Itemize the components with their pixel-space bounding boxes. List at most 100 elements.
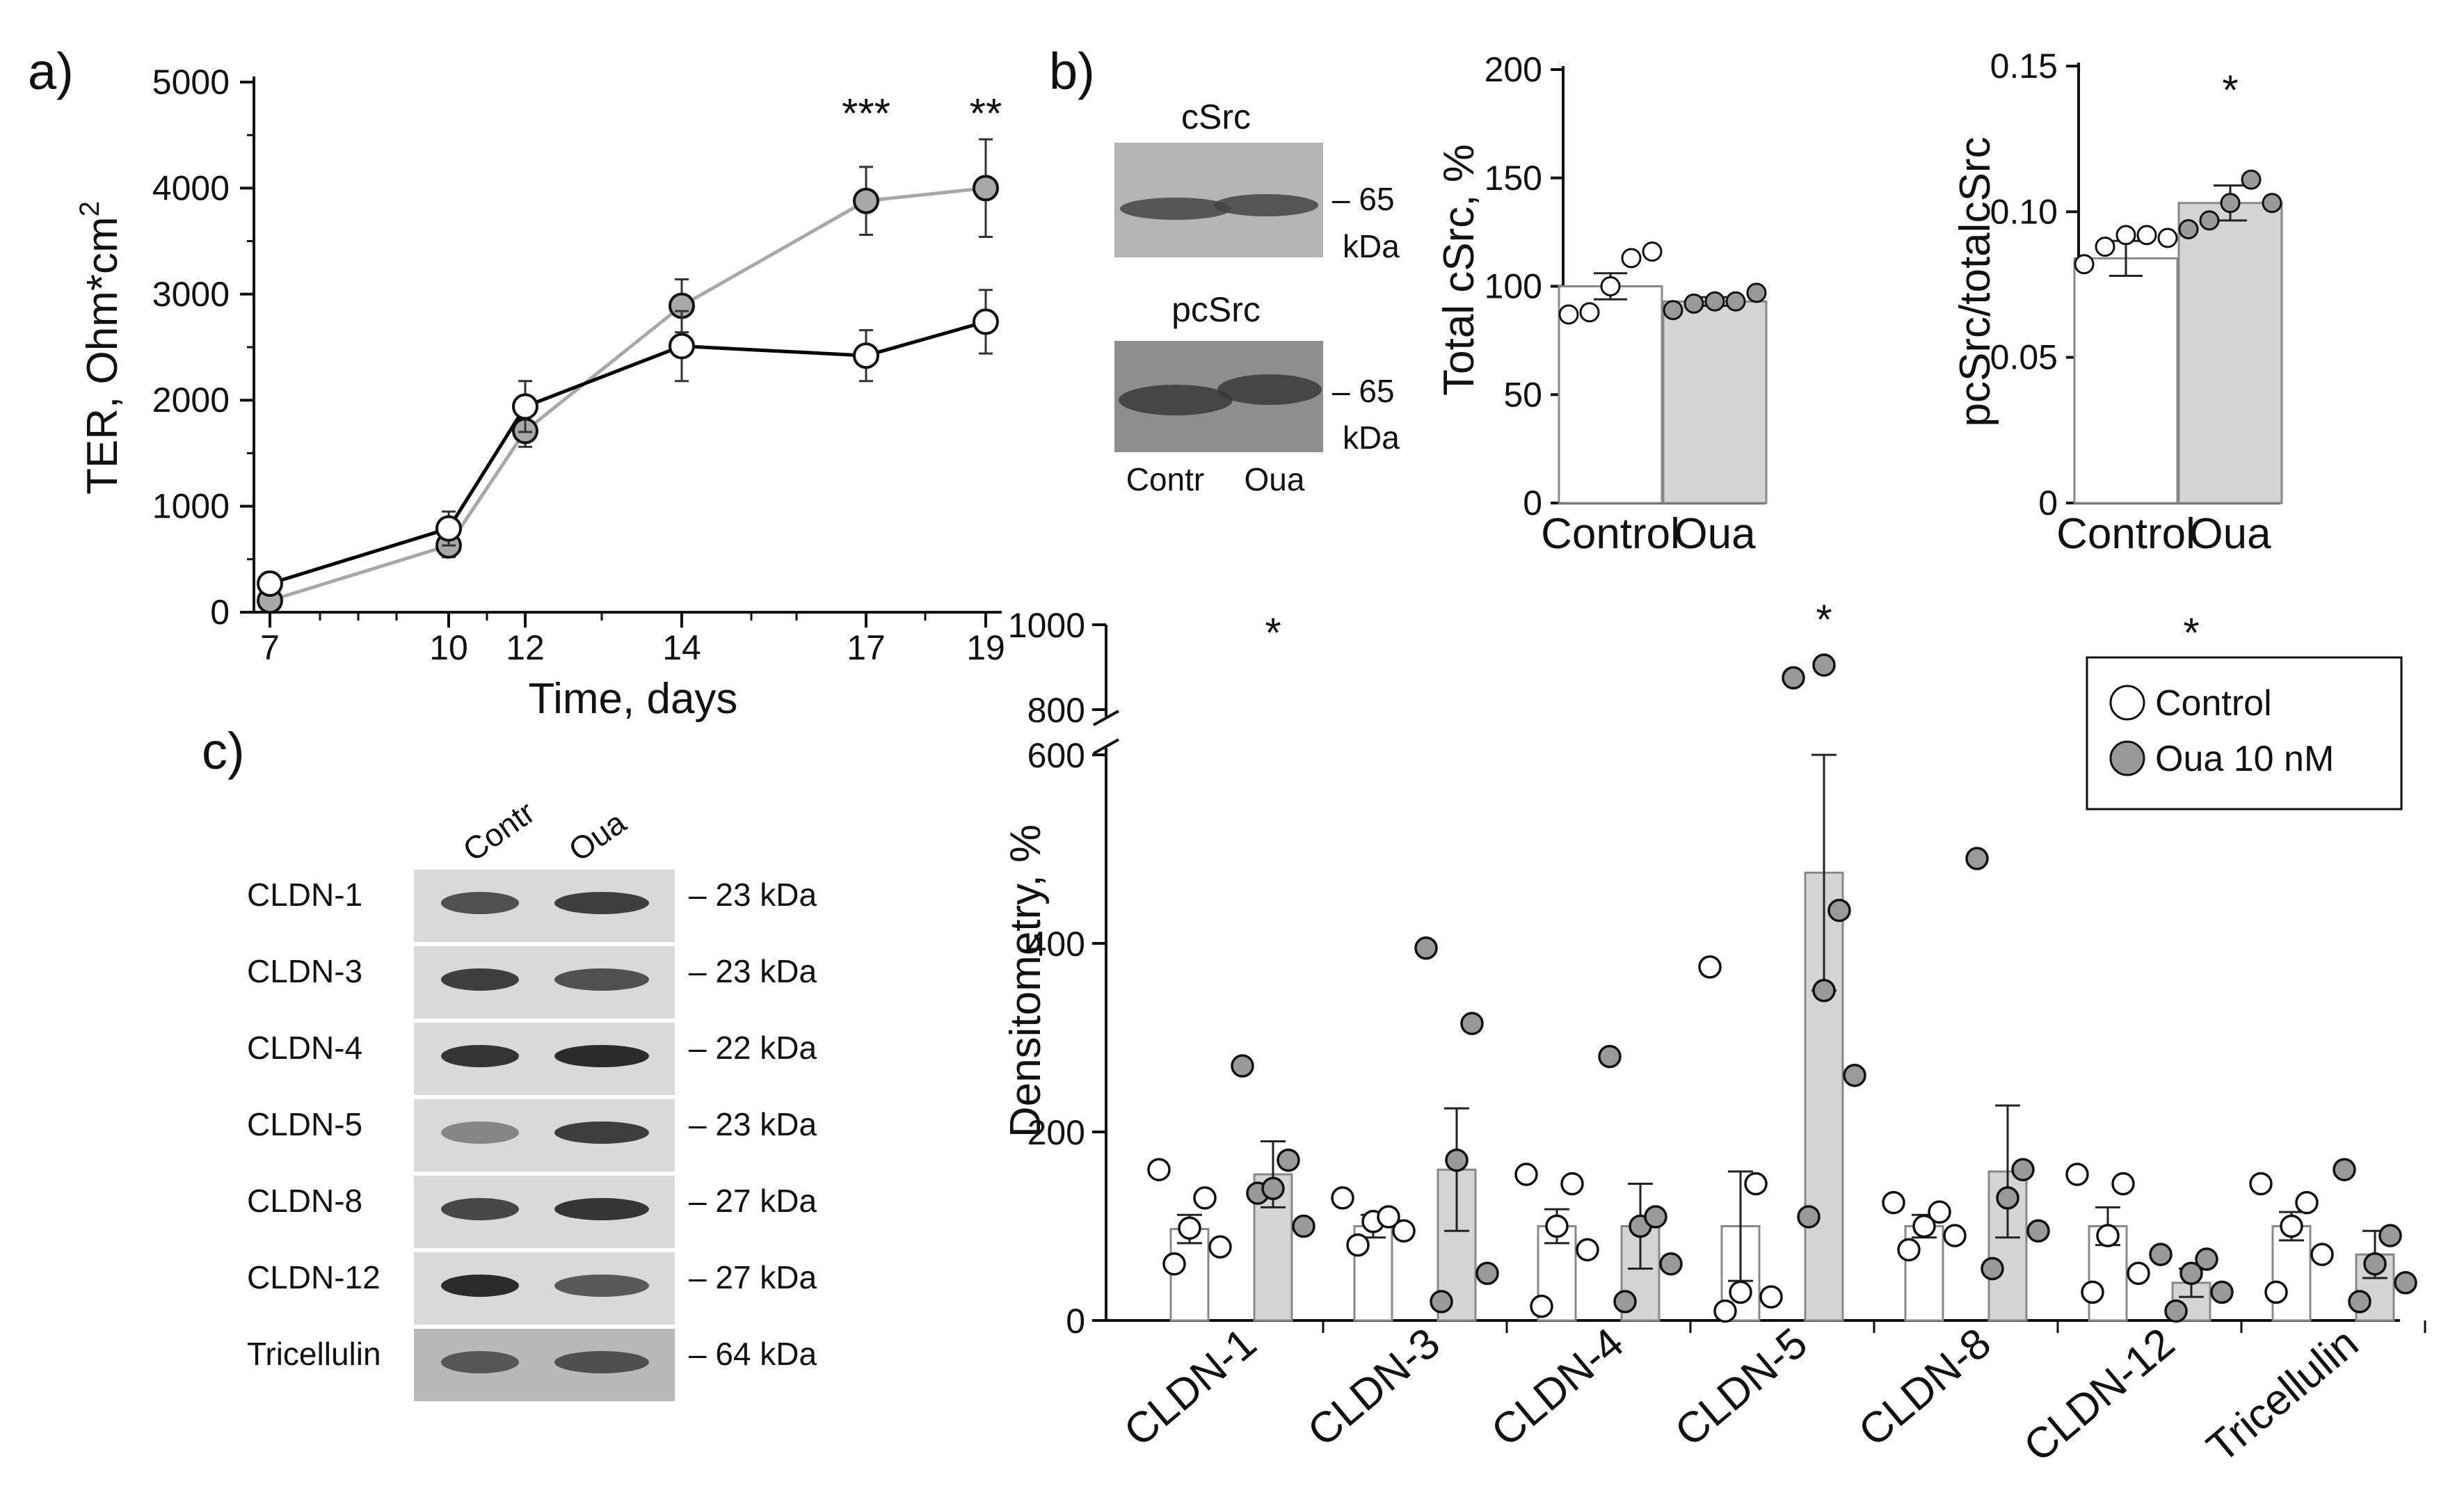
blot-c-row-kda: – 27 kDa (689, 1183, 817, 1219)
pcsrc-ratio-x-tick-label: Oua (2189, 510, 2271, 558)
blot-c-row-label: CLDN-8 (247, 1183, 362, 1219)
pcsrc-ratio-bar-oua (2177, 202, 2283, 504)
densitometry-point-control (1928, 1200, 1951, 1224)
blot-c-band-oua (554, 1351, 649, 1373)
pcsrc-ratio-bar-control (2073, 257, 2179, 504)
densitometry-point-control (2111, 1172, 2135, 1196)
densitometry-point-oua (2378, 1224, 2402, 1247)
blot-c-row-label: CLDN-1 (247, 877, 362, 913)
total-csrc-point-control (1558, 304, 1579, 325)
total-csrc-point-oua (1683, 293, 1704, 314)
total-csrc-y-tick-label: 100 (1485, 267, 1542, 306)
blot-c-band-oua (554, 1275, 649, 1297)
csrc-band-oua (1214, 194, 1318, 216)
blot-c-band-oua (554, 1198, 649, 1220)
ter-y-tick-label: 0 (210, 593, 230, 632)
blot-c-band-oua (554, 892, 649, 914)
densitometry-y-tick-label: 200 (1027, 1113, 1085, 1152)
densitometry-y-tick-label: 1000 (1008, 606, 1085, 645)
densitometry-point-control (1147, 1158, 1171, 1181)
ter-significance-label: *** (842, 90, 890, 137)
ter-x-tick-label: 19 (966, 628, 1005, 667)
ter-series-line-control (269, 320, 986, 586)
csrc-marker-label: – 65 (1332, 181, 1395, 217)
blot-c-band-contr (441, 1351, 519, 1373)
total-csrc-y-tick-label: 0 (1523, 484, 1542, 522)
densitometry-point-control (1208, 1235, 1232, 1259)
panel-letter-c: c) (202, 722, 245, 780)
pcsrc-band-contr (1119, 385, 1233, 415)
blot-c-band-contr (441, 1045, 519, 1067)
ter-x-tick-label: 10 (429, 628, 468, 667)
ter-point-control (512, 393, 538, 420)
densitometry-bar-chart: Densitometry, % Control Oua 10 nM 0 200 40… (1002, 596, 2426, 1472)
densitometry-point-control (1897, 1238, 1921, 1262)
densitometry-point-control (1698, 955, 1722, 979)
densitometry-point-oua (2164, 1299, 2188, 1323)
pcsrc-ratio-point-oua (2178, 218, 2199, 239)
densitometry-point-control (1331, 1186, 1354, 1210)
densitometry-point-oua (2011, 1158, 2035, 1181)
legend-control-marker (2109, 685, 2145, 721)
densitometry-y-tick-label: 800 (1027, 691, 1085, 730)
densitometry-x-tick-label: Tricellulin (2198, 1319, 2367, 1472)
densitometry-point-control (1560, 1172, 1584, 1196)
densitometry-point-oua (1445, 1148, 1469, 1172)
densitometry-point-oua (2179, 1261, 2203, 1285)
densitometry-point-oua (1797, 1205, 1821, 1229)
densitometry-x-tick-label: CLDN-3 (1299, 1319, 1449, 1456)
pcsrc-ratio-y-tick-label: 0.10 (1990, 192, 2058, 231)
blot-c-lane-contr: Contr (456, 794, 541, 868)
claudin-blots: Contr Oua CLDN-1 – 23 kDa CLDN-3 – 23 kDa CL… (247, 794, 817, 1401)
densitometry-y-tick-label: 0 (1066, 1302, 1085, 1341)
blot-c-row-kda: – 27 kDa (689, 1259, 817, 1295)
ter-x-axis-title: Time, days (529, 675, 738, 723)
blot-c-band-oua (554, 1045, 649, 1067)
ter-y-tick-label: 2000 (152, 381, 230, 420)
csrc-marker-unit: kDa (1343, 228, 1400, 264)
densitometry-point-oua (1430, 1290, 1453, 1314)
densitometry-y-tick-label: 600 (1027, 736, 1085, 775)
densitometry-point-control (1759, 1285, 1783, 1309)
densitometry-point-control (1178, 1216, 1201, 1240)
densitometry-point-oua (1460, 1012, 1484, 1035)
pcsrc-ratio-x-tick-label: Control (2056, 510, 2195, 558)
densitometry-point-oua (1414, 936, 1438, 960)
blot-c-row-kda: – 23 kDa (689, 953, 817, 989)
densitometry-point-oua (2333, 1158, 2356, 1181)
blot-c-row-label: CLDN-3 (247, 953, 362, 989)
ter-x-tick-label: 17 (847, 628, 886, 667)
blot-c-band-contr (441, 1275, 519, 1297)
densitometry-axis-break (1093, 738, 1119, 755)
csrc-blot-title: cSrc (1181, 97, 1251, 136)
densitometry-point-oua (1827, 898, 1851, 923)
densitometry-point-oua (1475, 1261, 1499, 1285)
pcsrc-blot-title: pcSrc (1171, 290, 1261, 329)
ter-y-tick-label: 5000 (152, 63, 230, 102)
pcsrc-ratio-point-oua (2262, 193, 2282, 214)
densitometry-point-control (1713, 1299, 1737, 1323)
total-csrc-point-oua (1746, 282, 1767, 303)
densitometry-point-oua (2149, 1243, 2173, 1266)
pcsrc-ratio-y-tick-label: 0.15 (1990, 47, 2058, 86)
densitometry-point-control (2249, 1172, 2273, 1196)
blot-c-row-kda: – 23 kDa (689, 877, 817, 913)
densitometry-point-control (1530, 1294, 1553, 1318)
pcsrc-ratio-point-control (2136, 225, 2157, 246)
densitometry-point-oua (2348, 1290, 2371, 1314)
densitometry-point-oua (2394, 1271, 2417, 1295)
blot-c-row-label: CLDN-12 (247, 1259, 381, 1295)
ter-point-control (669, 333, 695, 360)
densitometry-x-tick-label: CLDN-12 (2015, 1319, 2184, 1471)
total-csrc-point-control (1642, 241, 1663, 262)
densitometry-point-control (1729, 1280, 1752, 1304)
ter-series-line-oua (269, 186, 986, 602)
total-csrc-y-tick-label: 50 (1503, 375, 1542, 414)
ter-x-tick-label: 7 (260, 628, 280, 667)
densitometry-significance-label: * (1265, 609, 1281, 656)
total-csrc-y-tick-label: 150 (1485, 159, 1542, 198)
densitometry-point-oua (1231, 1054, 1254, 1078)
densitometry-point-oua (2363, 1252, 2387, 1276)
densitometry-point-oua (1261, 1176, 1285, 1201)
